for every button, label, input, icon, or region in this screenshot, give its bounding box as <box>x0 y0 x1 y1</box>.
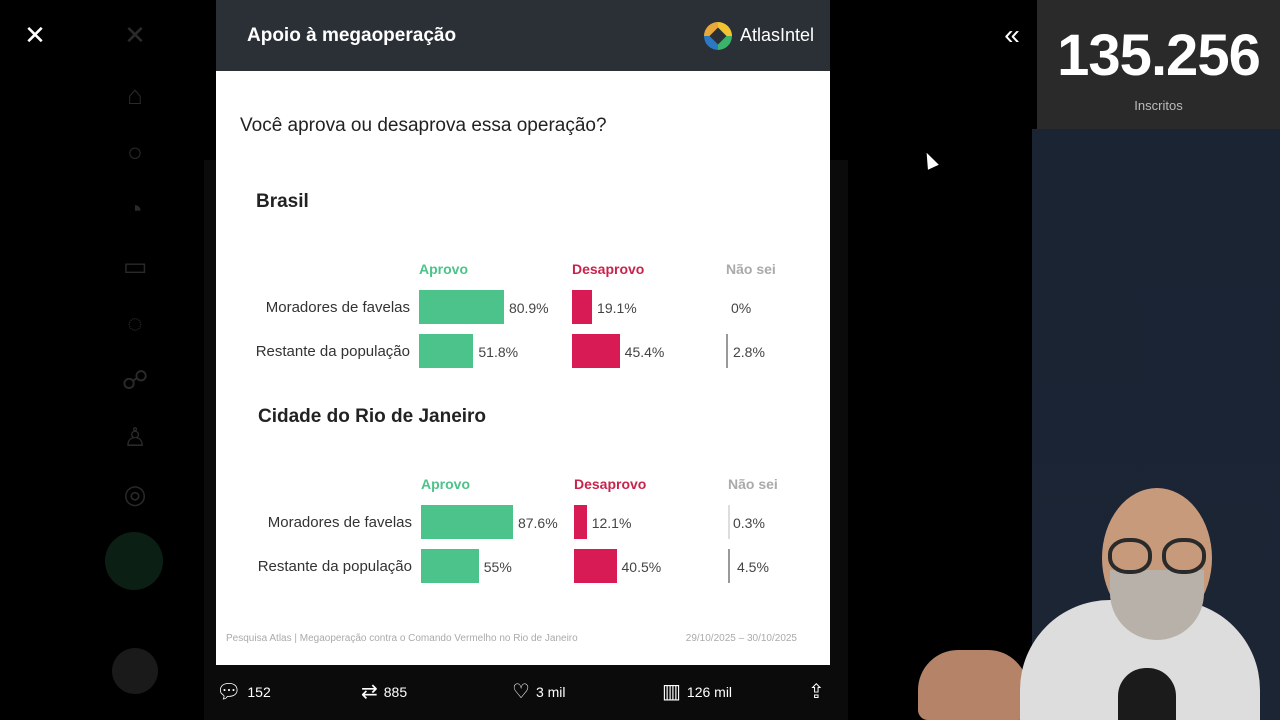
mouse-cursor <box>921 150 939 170</box>
atlas-logo-icon <box>703 21 732 50</box>
bar-dontknow <box>726 334 728 368</box>
repost-button[interactable]: ⇄ 885 <box>361 680 407 704</box>
repost-icon: ⇄ <box>361 681 378 703</box>
bar-disapprove <box>574 505 587 539</box>
column-header-disapprove: Desaprovo <box>572 261 645 277</box>
bar-approve <box>419 334 474 368</box>
post-actions: 💬︎ 152 ⇄ 885 ♡ 3 mil ▥ 126 mil ⇪ <box>216 680 830 708</box>
row-label: Restante da população <box>255 343 410 360</box>
presenter-hand <box>918 650 1028 720</box>
close-icon[interactable]: ✕ <box>24 20 46 50</box>
card-header: Apoio à megaoperação AtlasIntel <box>216 0 830 71</box>
post-button-background <box>105 532 163 590</box>
value-approve: 80.9% <box>508 300 549 316</box>
more-icon: ◎ <box>123 479 147 509</box>
reply-count: 152 <box>247 684 271 700</box>
share-icon: ⇪ <box>808 681 825 703</box>
value-dontknow: 4.5% <box>737 559 769 575</box>
x-logo-icon: ✕ <box>124 20 146 50</box>
grok-icon: ◌ <box>127 308 143 338</box>
value-disapprove: 40.5% <box>621 559 662 575</box>
brand: AtlasIntel <box>703 21 814 50</box>
column-header-disapprove: Desaprovo <box>574 476 647 492</box>
communities-icon: ☍ <box>121 365 149 395</box>
like-button[interactable]: ♡ 3 mil <box>512 680 566 704</box>
home-icon: ⌂ <box>127 80 143 110</box>
value-dontknow: 0.3% <box>733 515 765 531</box>
value-disapprove: 19.1% <box>597 300 637 316</box>
row-label: Moradores de favelas <box>265 299 410 316</box>
share-button[interactable]: ⇪ <box>808 680 825 704</box>
bar-approve <box>421 549 479 583</box>
value-approve: 87.6% <box>517 515 558 531</box>
value-dontknow: 0% <box>731 300 752 316</box>
brand-name: AtlasIntel <box>739 25 814 45</box>
bar-approve <box>419 290 504 324</box>
like-count: 3 mil <box>535 684 566 700</box>
column-header-approve: Aprovo <box>419 261 468 277</box>
value-approve: 51.8% <box>478 344 519 360</box>
row-label: Moradores de favelas <box>267 514 412 531</box>
value-disapprove: 45.4% <box>624 344 665 360</box>
views-button[interactable]: ▥ 126 mil <box>662 680 732 704</box>
bell-icon: ◔ <box>127 194 143 224</box>
mail-icon: ▭ <box>122 251 148 281</box>
subscriber-label: Inscritos <box>1134 98 1183 113</box>
background-sidebar: ✕ ⌂ ○ ◔ ▭ ◌ ☍ ♙ ◎ <box>100 0 170 720</box>
subscriber-counter: 135.256 Inscritos <box>1037 0 1280 129</box>
double-chevron-left-icon[interactable]: « <box>1004 19 1020 50</box>
heart-icon: ♡ <box>512 681 530 703</box>
bar-disapprove <box>572 290 593 324</box>
media-image[interactable]: Apoio à megaoperação AtlasIntel Você apr… <box>216 0 830 665</box>
footer-date: 29/10/2025 – 30/10/2025 <box>685 633 797 644</box>
account-avatar-background <box>112 648 158 694</box>
bar-approve <box>421 505 513 539</box>
bar-dontknow <box>728 505 730 539</box>
bar-disapprove <box>572 334 620 368</box>
reply-icon: 💬︎ <box>216 681 242 703</box>
column-header-approve: Aprovo <box>421 476 470 492</box>
section-title: Cidade do Rio de Janeiro <box>258 406 487 427</box>
microphone <box>1118 668 1176 720</box>
section-title: Brasil <box>256 191 309 212</box>
subscriber-count: 135.256 <box>1057 23 1261 88</box>
profile-icon: ♙ <box>123 422 147 452</box>
column-header-dontknow: Não sei <box>726 261 776 277</box>
value-disapprove: 12.1% <box>591 515 632 531</box>
search-icon: ○ <box>127 137 143 167</box>
value-approve: 55% <box>483 559 512 575</box>
reply-button[interactable]: 💬︎ 152 <box>216 680 271 704</box>
column-header-dontknow: Não sei <box>728 476 778 492</box>
row-label: Restante da população <box>257 558 412 575</box>
bar-disapprove <box>574 549 617 583</box>
presenter-glasses <box>1108 538 1208 576</box>
footer-source: Pesquisa Atlas | Megaoperação contra o C… <box>226 633 578 644</box>
value-dontknow: 2.8% <box>733 344 765 360</box>
card-title: Apoio à megaoperação <box>247 24 457 46</box>
views-icon: ▥ <box>662 681 681 703</box>
survey-question: Você aprova ou desaprova essa operação? <box>240 115 607 136</box>
views-count: 126 mil <box>686 684 733 700</box>
repost-count: 885 <box>383 684 408 700</box>
bar-dontknow <box>728 549 730 583</box>
